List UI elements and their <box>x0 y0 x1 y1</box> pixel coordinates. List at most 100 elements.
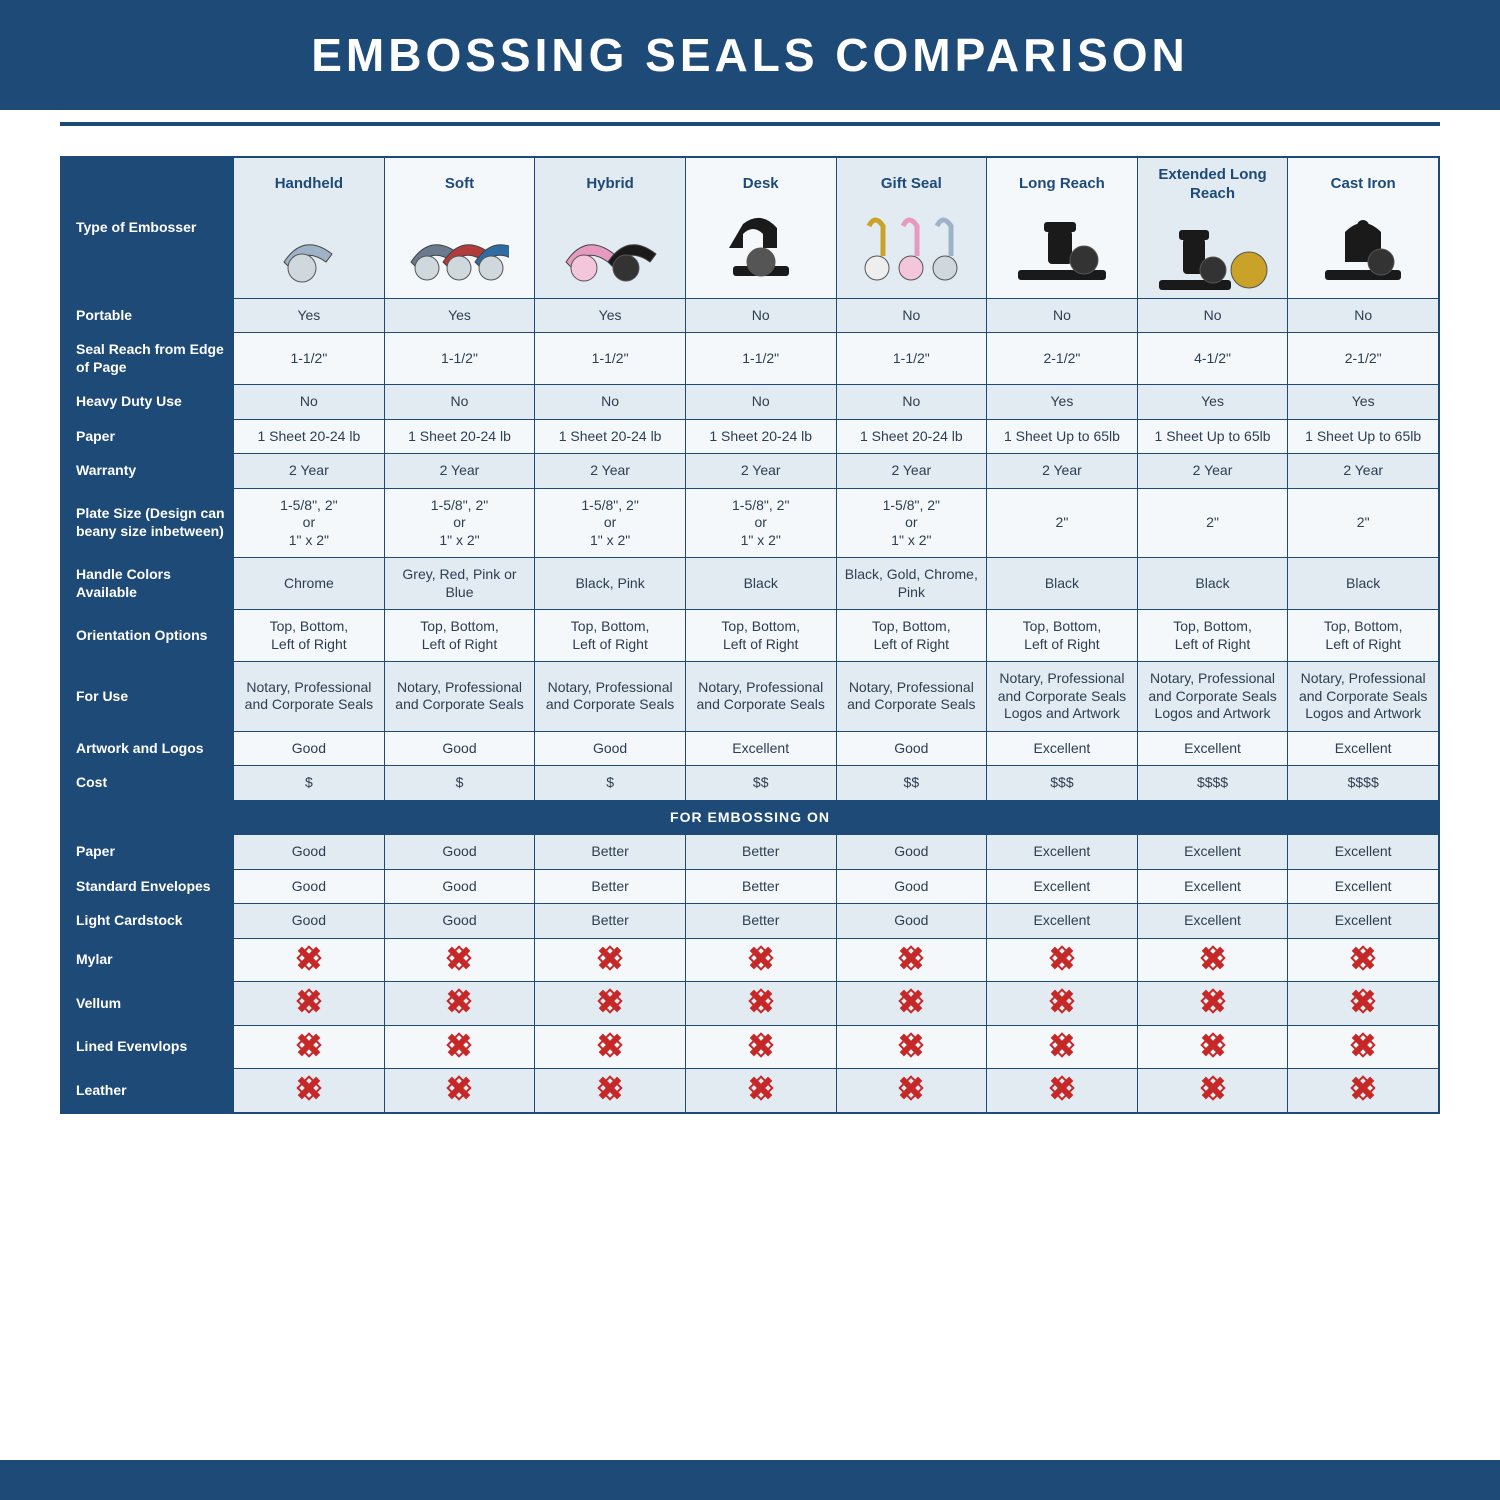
x-icon <box>900 1034 922 1056</box>
column-label: Desk <box>690 175 832 194</box>
table-cell <box>1137 1069 1288 1113</box>
table-cell: Good <box>234 835 385 870</box>
column-header: Handheld <box>234 158 385 299</box>
table-cell: 1-5/8", 2" or 1" x 2" <box>384 488 535 558</box>
table-cell: Excellent <box>1137 904 1288 939</box>
table-cell: Yes <box>535 298 686 333</box>
embosser-thumb-icon <box>841 198 983 284</box>
table-cell: Good <box>234 869 385 904</box>
x-icon <box>1352 1077 1374 1099</box>
table-cell: Notary, Professional and Corporate Seals <box>535 662 686 732</box>
table-row: Warranty2 Year2 Year2 Year2 Year2 Year2 … <box>62 454 1439 489</box>
table-cell <box>987 1069 1138 1113</box>
row-label: Lined Evenvlops <box>62 1025 234 1069</box>
table-cell: Excellent <box>685 731 836 766</box>
table-cell <box>836 938 987 982</box>
x-icon <box>900 1077 922 1099</box>
row-label: For Use <box>62 662 234 732</box>
table-cell: $$$ <box>987 766 1138 801</box>
table-cell <box>836 1069 987 1113</box>
x-icon <box>1352 990 1374 1012</box>
table-cell: Notary, Professional and Corporate Seals… <box>1137 662 1288 732</box>
table-cell <box>1137 982 1288 1026</box>
table-cell <box>234 1069 385 1113</box>
row-label: Portable <box>62 298 234 333</box>
row-label: Artwork and Logos <box>62 731 234 766</box>
table-cell: 2 Year <box>987 454 1138 489</box>
table-cell <box>1137 1025 1288 1069</box>
table-row: Handle Colors AvailableChromeGrey, Red, … <box>62 558 1439 610</box>
table-cell: 1-5/8", 2" or 1" x 2" <box>685 488 836 558</box>
column-header: Soft <box>384 158 535 299</box>
table-cell <box>987 1025 1138 1069</box>
table-cell: Black <box>987 558 1138 610</box>
table-row: Orientation OptionsTop, Bottom, Left of … <box>62 610 1439 662</box>
x-icon <box>1051 1077 1073 1099</box>
table-row: Paper1 Sheet 20-24 lb1 Sheet 20-24 lb1 S… <box>62 419 1439 454</box>
table-cell: Better <box>535 869 686 904</box>
x-icon <box>298 990 320 1012</box>
x-icon <box>1202 1034 1224 1056</box>
table-cell: Top, Bottom, Left of Right <box>987 610 1138 662</box>
x-icon <box>900 990 922 1012</box>
column-label: Cast Iron <box>1292 175 1434 194</box>
table-cell: Notary, Professional and Corporate Seals <box>384 662 535 732</box>
table-cell <box>1288 1069 1439 1113</box>
table-cell: No <box>1137 298 1288 333</box>
table-cell: 2 Year <box>384 454 535 489</box>
column-label: Handheld <box>238 175 380 194</box>
table-cell: 1-5/8", 2" or 1" x 2" <box>234 488 385 558</box>
table-body-top: PortableYesYesYesNoNoNoNoNoSeal Reach fr… <box>62 298 1439 800</box>
row-label: Seal Reach from Edge of Page <box>62 333 234 385</box>
table-cell: Excellent <box>1288 731 1439 766</box>
x-icon <box>750 990 772 1012</box>
table-row: Cost$$$$$$$$$$$$$$$$$$ <box>62 766 1439 801</box>
table-cell: Excellent <box>987 904 1138 939</box>
table-cell: No <box>836 385 987 420</box>
row-label: Cost <box>62 766 234 801</box>
table-cell: $$$$ <box>1137 766 1288 801</box>
table-cell: Good <box>384 904 535 939</box>
table-cell: Yes <box>384 298 535 333</box>
table-row: Artwork and LogosGoodGoodGoodExcellentGo… <box>62 731 1439 766</box>
table-cell: 1-1/2" <box>384 333 535 385</box>
page-title: EMBOSSING SEALS COMPARISON <box>311 28 1189 82</box>
row-label: Standard Envelopes <box>62 869 234 904</box>
x-icon <box>750 947 772 969</box>
table-cell: Top, Bottom, Left of Right <box>685 610 836 662</box>
section-band-label: FOR EMBOSSING ON <box>670 809 830 825</box>
bottom-bar <box>0 1460 1500 1500</box>
row-label: Light Cardstock <box>62 904 234 939</box>
header-row-label: Type of Embosser <box>62 158 234 299</box>
table-row: Mylar <box>62 938 1439 982</box>
table-cell: 2" <box>1137 488 1288 558</box>
table-cell: $ <box>384 766 535 801</box>
table-cell: Top, Bottom, Left of Right <box>384 610 535 662</box>
comparison-table: Type of EmbosserHandheld Soft Hybrid Des… <box>61 157 1439 1113</box>
table-cell: Excellent <box>1137 835 1288 870</box>
table-row: Leather <box>62 1069 1439 1113</box>
table-body-bottom: PaperGoodGoodBetterBetterGoodExcellentEx… <box>62 835 1439 1113</box>
table-row: Light CardstockGoodGoodBetterBetterGoodE… <box>62 904 1439 939</box>
x-icon <box>1051 947 1073 969</box>
table-row: Seal Reach from Edge of Page1-1/2"1-1/2"… <box>62 333 1439 385</box>
table-row: PortableYesYesYesNoNoNoNoNo <box>62 298 1439 333</box>
x-icon <box>1202 947 1224 969</box>
column-label: Long Reach <box>991 175 1133 194</box>
table-cell: 1 Sheet Up to 65lb <box>1288 419 1439 454</box>
title-underline <box>60 122 1440 126</box>
table-cell: $$ <box>836 766 987 801</box>
table-cell: Better <box>535 835 686 870</box>
table-cell: Excellent <box>1137 869 1288 904</box>
table-cell: Grey, Red, Pink or Blue <box>384 558 535 610</box>
table-cell: Top, Bottom, Left of Right <box>1288 610 1439 662</box>
section-band-row: FOR EMBOSSING ON <box>62 800 1439 835</box>
table-cell: Good <box>384 731 535 766</box>
table-cell: Top, Bottom, Left of Right <box>535 610 686 662</box>
table-cell: Notary, Professional and Corporate Seals… <box>1288 662 1439 732</box>
table-cell: Better <box>685 904 836 939</box>
table-head: Type of EmbosserHandheld Soft Hybrid Des… <box>62 158 1439 299</box>
table-cell: $$ <box>685 766 836 801</box>
table-cell <box>987 982 1138 1026</box>
table-cell: 1 Sheet 20-24 lb <box>535 419 686 454</box>
